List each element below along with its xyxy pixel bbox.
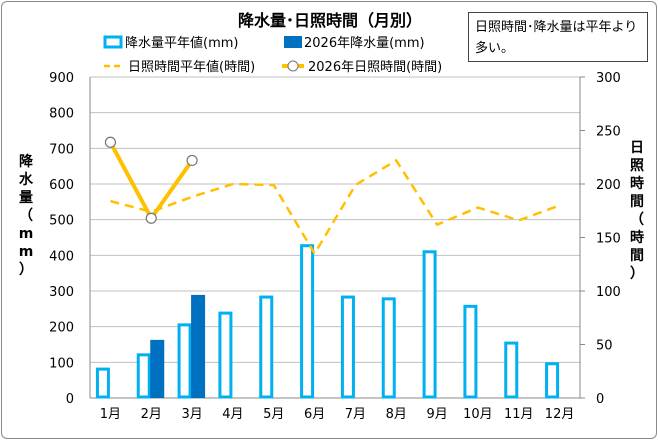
bar-2026-precip	[191, 294, 206, 398]
y-left-tick-label: 200	[49, 321, 74, 336]
legend-label: 2026年日照時間(時間)	[308, 60, 442, 75]
y-left-axis-label: 量	[19, 190, 33, 206]
bar-normal-precip	[340, 295, 355, 399]
y-right-axis-label: 照	[630, 158, 644, 174]
bar-normal-precip	[177, 323, 192, 399]
x-tick-label: 1月	[100, 407, 121, 422]
legend-marker	[287, 60, 299, 72]
y-right-tick-label: 200	[596, 178, 621, 193]
y-left-tick-label: 900	[49, 71, 74, 86]
annotation-text: 日照時間･降水量は平年より多い。	[475, 20, 638, 56]
y-left-tick-label: 0	[66, 392, 74, 407]
y-left-axis-label: （	[19, 208, 33, 224]
y-left-tick-label: 800	[49, 107, 74, 122]
y-right-axis-label: 時	[630, 175, 644, 192]
bar-normal-precip	[95, 367, 110, 399]
y-left-tick-label: 500	[49, 214, 74, 229]
x-tick-label: 5月	[263, 407, 284, 422]
y-left-tick-label: 700	[49, 142, 74, 157]
bar-2026-precip	[150, 339, 165, 398]
line-2026-sunshine	[108, 141, 194, 223]
y-right-tick-label: 250	[596, 125, 621, 140]
bar-normal-precip	[422, 250, 437, 399]
bar-normal-precip	[259, 295, 274, 399]
y-left-axis-label: m	[19, 226, 34, 242]
y-left-tick-label: 600	[49, 178, 74, 193]
y-right-axis-label: ）	[630, 266, 644, 282]
bar-normal-precip	[463, 304, 478, 399]
bar-normal-precip	[218, 311, 233, 399]
x-tick-label: 7月	[345, 407, 366, 422]
legend-label: 日照時間平年値(時間)	[128, 59, 255, 75]
y-right-axis-label: 間	[630, 194, 644, 210]
bar-normal-precip	[381, 297, 396, 399]
y-right-tick-label: 100	[596, 285, 621, 300]
x-tick-label: 2月	[141, 407, 162, 422]
bar-normal-precip	[300, 244, 315, 399]
legend-swatch-2026-precip	[284, 36, 302, 48]
y-left-axis-label: 水	[19, 171, 34, 188]
marker-2026-sunshine	[145, 212, 157, 224]
annotation-box: 日照時間･降水量は平年より多い。	[468, 12, 648, 62]
y-right-axis-label: 日	[630, 140, 644, 156]
legend-label: 降水量平年値(mm)	[125, 35, 238, 51]
y-right-axis-label: （	[630, 212, 644, 228]
y-left-tick-label: 300	[49, 285, 74, 300]
x-tick-label: 12月	[545, 407, 575, 422]
y-left-axis-label: 降	[19, 153, 34, 170]
x-tick-label: 4月	[222, 407, 243, 422]
y-right-tick-label: 0	[596, 392, 604, 407]
line-normal-sunshine	[110, 158, 561, 256]
y-left-tick-label: 400	[49, 249, 74, 264]
y-left-tick-label: 100	[49, 356, 74, 371]
legend-swatch-normal-precip	[103, 35, 123, 49]
x-tick-label: 11月	[504, 407, 534, 422]
chart-title: 降水量･日照時間（月別）	[238, 11, 422, 30]
y-right-axis-label: 時	[630, 229, 644, 246]
y-left-axis-label: ）	[19, 262, 33, 278]
x-tick-label: 9月	[426, 407, 447, 422]
x-tick-label: 8月	[386, 407, 407, 422]
legend-label: 2026年降水量(mm)	[304, 36, 425, 51]
bar-normal-precip	[545, 362, 560, 399]
x-tick-label: 6月	[304, 407, 325, 422]
y-right-tick-label: 50	[596, 339, 613, 354]
y-right-tick-label: 150	[596, 232, 621, 247]
marker-2026-sunshine	[104, 136, 117, 148]
y-left-axis-label: m	[19, 244, 34, 260]
y-right-axis-label: 間	[630, 248, 644, 264]
x-tick-label: 3月	[181, 407, 202, 422]
marker-2026-sunshine	[186, 154, 198, 167]
bar-normal-precip	[504, 341, 519, 399]
y-right-tick-label: 300	[596, 71, 621, 86]
bar-normal-precip	[136, 353, 151, 399]
x-tick-label: 10月	[463, 407, 493, 422]
